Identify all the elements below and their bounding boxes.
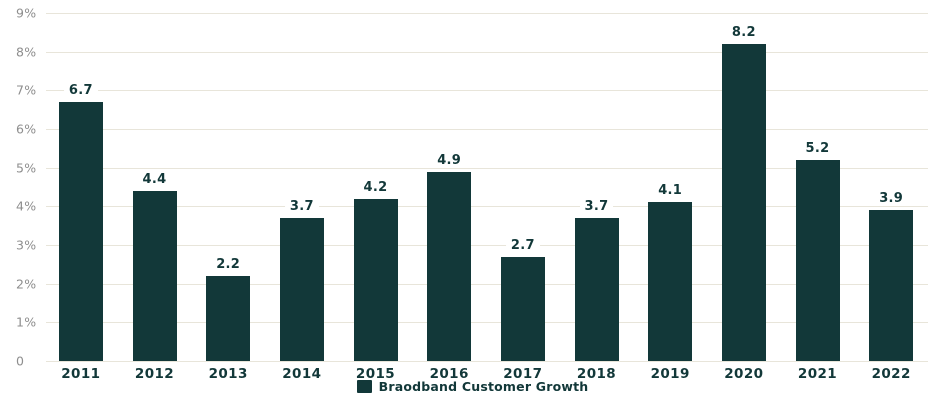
legend-label: Braodband Customer Growth <box>378 378 589 394</box>
y-tick-label: 0 <box>16 353 25 369</box>
bar <box>500 256 545 361</box>
bar-value-label: 4.2 <box>358 179 393 195</box>
y-tick-label: 7% <box>16 82 37 98</box>
gridline <box>46 361 928 362</box>
x-tick-label: 2011 <box>61 366 101 382</box>
bar <box>869 210 914 361</box>
x-tick-label: 2020 <box>724 366 764 382</box>
x-tick-label: 2018 <box>576 366 617 382</box>
y-tick-label: 3% <box>16 237 37 253</box>
y-tick-label: 1% <box>16 314 37 330</box>
x-tick-label: 2012 <box>134 366 175 382</box>
bar <box>206 275 251 361</box>
bar-value-label: 8.2 <box>726 24 761 40</box>
bar-value-label: 2.7 <box>505 237 540 253</box>
x-tick-label: 2016 <box>429 366 469 382</box>
legend[interactable]: Braodband Customer Growth <box>0 378 945 394</box>
x-tick-label: 2015 <box>355 366 396 382</box>
bar-value-label: 4.4 <box>137 171 172 187</box>
bar-value-label: 3.7 <box>284 198 319 214</box>
gridline <box>46 167 928 169</box>
bar <box>353 198 398 361</box>
bar-value-label: 2.2 <box>211 256 246 272</box>
bar <box>721 43 766 361</box>
bar <box>132 190 177 361</box>
legend-swatch-icon <box>356 379 372 393</box>
x-tick-label: 2022 <box>871 366 911 382</box>
y-tick-label: 2% <box>16 276 37 292</box>
gridline <box>46 245 928 246</box>
y-tick-label: 9% <box>16 5 37 21</box>
y-tick-label: 4% <box>16 198 37 214</box>
bar-value-label: 3.7 <box>579 198 614 214</box>
bar-value-label: 4.9 <box>432 152 467 168</box>
y-tick-label: 5% <box>16 160 37 176</box>
x-tick-label: 2021 <box>797 366 838 382</box>
bar-value-label: 3.9 <box>874 191 909 207</box>
y-tick-label: 6% <box>16 121 37 137</box>
bar-value-label: 4.1 <box>653 183 688 199</box>
y-tick-label: 8% <box>16 44 37 60</box>
bar <box>648 202 693 361</box>
bar-value-label: 6.7 <box>63 82 98 98</box>
gridline <box>46 13 928 14</box>
x-tick-label: 2014 <box>282 366 322 382</box>
bar <box>427 171 472 361</box>
gridline <box>46 206 928 208</box>
x-tick-label: 2013 <box>208 366 248 382</box>
bar <box>795 159 840 361</box>
x-tick-label: 2019 <box>650 366 690 382</box>
bar-value-label: 5.2 <box>800 140 835 156</box>
gridline <box>46 129 928 130</box>
bar <box>279 217 324 361</box>
gridline <box>46 283 928 285</box>
plot-area: 6.7 4.4 2.2 3.7 4.2 4.9 2.7 3.7 4.1 8.2 5.2 3.9 <box>44 13 928 362</box>
bar <box>58 101 103 361</box>
gridline <box>46 322 928 324</box>
x-tick-label: 2017 <box>503 366 543 382</box>
gridline <box>46 51 928 53</box>
gridline <box>46 90 928 92</box>
bar <box>574 217 619 361</box>
